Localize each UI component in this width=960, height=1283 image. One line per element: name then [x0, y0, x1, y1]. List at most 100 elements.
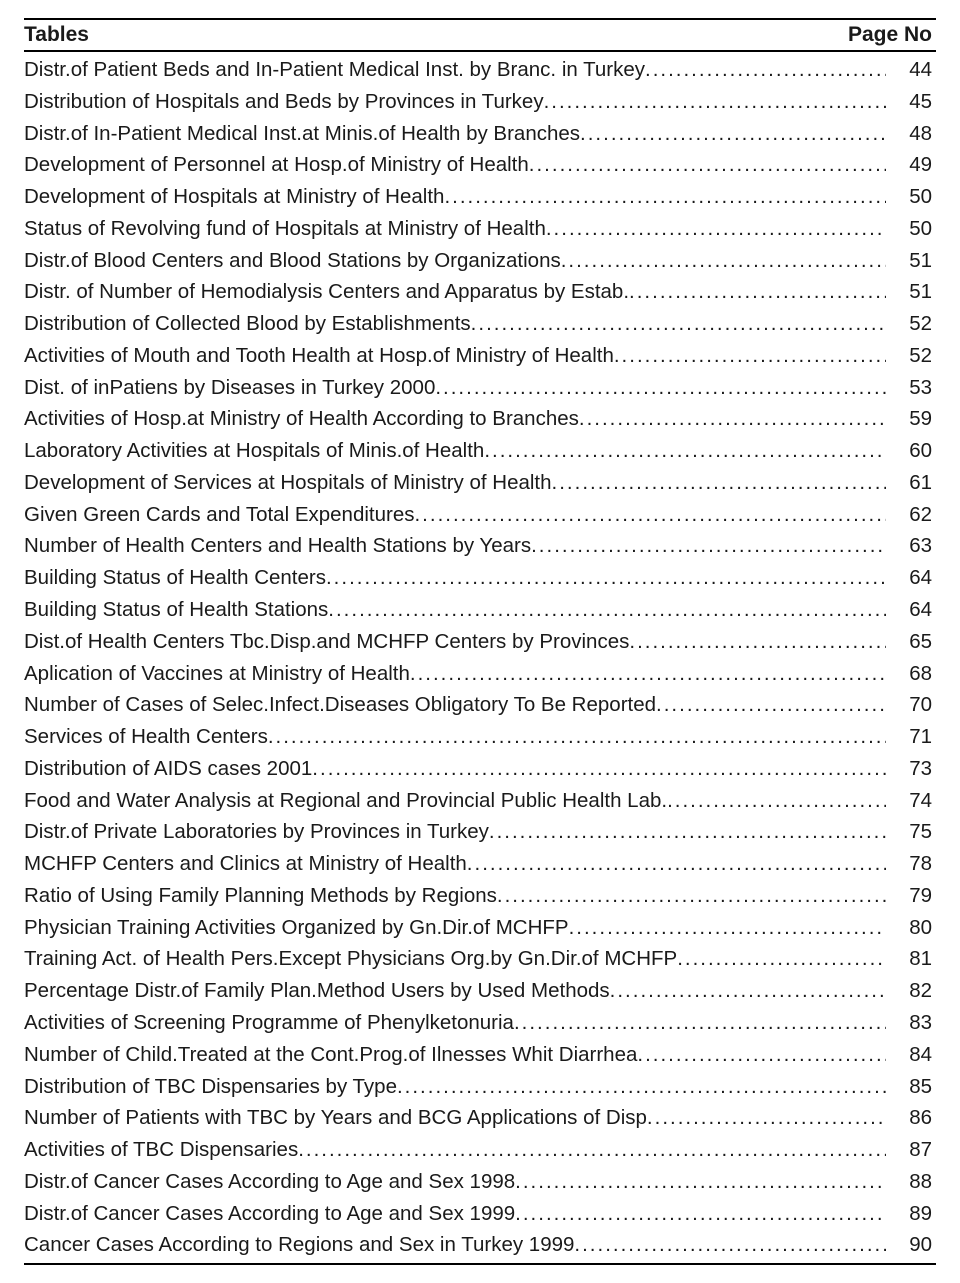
toc-entry-page: 50: [886, 181, 936, 213]
toc-leader-dots: [561, 245, 886, 277]
toc-leader-dots: [546, 213, 886, 245]
toc-row: Activities of Hosp.at Ministry of Health…: [24, 403, 936, 435]
toc-entry-title: Dist. of inPatiens by Diseases in Turkey…: [24, 372, 435, 404]
toc-entry-page: 52: [886, 308, 936, 340]
toc-entry-page: 84: [886, 1039, 936, 1071]
toc-entry-title: Development of Hospitals at Ministry of …: [24, 181, 444, 213]
toc-row: Distr.of Cancer Cases According to Age a…: [24, 1166, 936, 1198]
toc-leader-dots: [514, 1007, 886, 1039]
toc-leader-dots: [410, 658, 886, 690]
toc-row: Building Status of Health Stations 64: [24, 594, 936, 626]
toc-leader-dots: [467, 848, 886, 880]
toc-entry-title: Training Act. of Health Pers.Except Phys…: [24, 943, 677, 975]
toc-leader-dots: [471, 308, 886, 340]
toc-row: Dist.of Health Centers Tbc.Disp.and MCHF…: [24, 626, 936, 658]
toc-entry-title: Distr.of Blood Centers and Blood Station…: [24, 245, 561, 277]
toc-row: Number of Child.Treated at the Cont.Prog…: [24, 1039, 936, 1071]
toc-entry-page: 75: [886, 816, 936, 848]
toc-leader-dots: [574, 1229, 886, 1261]
toc-entry-title: Dist.of Health Centers Tbc.Disp.and MCHF…: [24, 626, 629, 658]
toc-entry-title: Food and Water Analysis at Regional and …: [24, 785, 667, 817]
toc-leader-dots: [328, 594, 886, 626]
toc-entry-title: Distr.of In-Patient Medical Inst.at Mini…: [24, 118, 580, 150]
toc-entry-page: 89: [886, 1198, 936, 1230]
toc-leader-dots: [298, 1134, 886, 1166]
toc-leader-dots: [614, 340, 886, 372]
toc-entry-page: 78: [886, 848, 936, 880]
toc-leader-dots: [489, 816, 886, 848]
toc-entry-page: 53: [886, 372, 936, 404]
toc-row: Distr.of Blood Centers and Blood Station…: [24, 245, 936, 277]
toc-entry-page: 74: [886, 785, 936, 817]
toc-leader-dots: [312, 753, 886, 785]
toc-entry-page: 90: [886, 1229, 936, 1261]
toc-entry-title: Development of Services at Hospitals of …: [24, 467, 552, 499]
toc-entry-title: Distr. of Number of Hemodialysis Centers…: [24, 276, 629, 308]
toc-entry-page: 86: [886, 1102, 936, 1134]
toc-entry-title: Distribution of TBC Dispensaries by Type: [24, 1071, 397, 1103]
toc-leader-dots: [544, 86, 886, 118]
toc-row: MCHFP Centers and Clinics at Ministry of…: [24, 848, 936, 880]
toc-leader-dots: [515, 1166, 886, 1198]
toc-entry-title: Distr.of Private Laboratories by Provinc…: [24, 816, 489, 848]
toc-row: Aplication of Vaccines at Ministry of He…: [24, 658, 936, 690]
toc-entry-page: 63: [886, 530, 936, 562]
toc-leader-dots: [677, 943, 886, 975]
toc-leader-dots: [435, 372, 886, 404]
toc-leader-dots: [569, 912, 886, 944]
toc-row: Distr.of Patient Beds and In-Patient Med…: [24, 54, 936, 86]
toc-leader-dots: [268, 721, 886, 753]
toc-entry-title: Building Status of Health Stations: [24, 594, 328, 626]
toc-leader-dots: [531, 530, 886, 562]
toc-entry-title: Percentage Distr.of Family Plan.Method U…: [24, 975, 610, 1007]
toc-entry-title: Building Status of Health Centers: [24, 562, 326, 594]
toc-leader-dots: [515, 1198, 886, 1230]
toc-row: Number of Patients with TBC by Years and…: [24, 1102, 936, 1134]
toc-row: Services of Health Centers71: [24, 721, 936, 753]
toc-row: Given Green Cards and Total Expenditures…: [24, 499, 936, 531]
toc-entry-title: Number of Health Centers and Health Stat…: [24, 530, 531, 562]
toc-entry-title: Activities of Screening Programme of Phe…: [24, 1007, 514, 1039]
toc-entry-title: Distr.of Cancer Cases According to Age a…: [24, 1198, 515, 1230]
toc-row: Distribution of Hospitals and Beds by Pr…: [24, 86, 936, 118]
toc-entry-page: 79: [886, 880, 936, 912]
toc-leader-dots: [637, 1039, 886, 1071]
toc-leader-dots: [529, 149, 886, 181]
toc-entry-title: Cancer Cases According to Regions and Se…: [24, 1229, 574, 1261]
toc-row: Development of Personnel at Hosp.of Mini…: [24, 149, 936, 181]
toc-entry-page: 45: [886, 86, 936, 118]
toc-leader-dots: [497, 880, 886, 912]
toc-entry-page: 85: [886, 1071, 936, 1103]
toc-entry-page: 82: [886, 975, 936, 1007]
toc-row: Distr. of Number of Hemodialysis Centers…: [24, 276, 936, 308]
toc-row: Distribution of TBC Dispensaries by Type…: [24, 1071, 936, 1103]
toc-row: Activities of Mouth and Tooth Health at …: [24, 340, 936, 372]
toc-row: Distribution of Collected Blood by Estab…: [24, 308, 936, 340]
toc-row: Ratio of Using Family Planning Methods b…: [24, 880, 936, 912]
toc-leader-dots: [414, 499, 886, 531]
toc-row: Number of Cases of Selec.Infect.Diseases…: [24, 689, 936, 721]
toc-leader-dots: [645, 54, 886, 86]
toc-entry-title: Distribution of AIDS cases 2001: [24, 753, 312, 785]
toc-entry-page: 51: [886, 245, 936, 277]
toc-entry-title: Activities of Mouth and Tooth Health at …: [24, 340, 614, 372]
toc-row: Status of Revolving fund of Hospitals at…: [24, 213, 936, 245]
toc-row: Physician Training Activities Organized …: [24, 912, 936, 944]
toc-entry-page: 88: [886, 1166, 936, 1198]
toc-entry-title: Physician Training Activities Organized …: [24, 912, 569, 944]
toc-row: Distr.of In-Patient Medical Inst.at Mini…: [24, 118, 936, 150]
toc-entry-page: 50: [886, 213, 936, 245]
toc-leader-dots: [484, 435, 886, 467]
toc-entry-page: 70: [886, 689, 936, 721]
toc-leader-dots: [629, 626, 886, 658]
toc-entry-page: 68: [886, 658, 936, 690]
toc-row: Distr.of Cancer Cases According to Age a…: [24, 1198, 936, 1230]
toc-body: Distr.of Patient Beds and In-Patient Med…: [24, 52, 936, 1265]
toc-row: Building Status of Health Centers64: [24, 562, 936, 594]
toc-row: Activities of Screening Programme of Phe…: [24, 1007, 936, 1039]
toc-entry-title: Services of Health Centers: [24, 721, 268, 753]
toc-entry-page: 65: [886, 626, 936, 658]
tables-list: Tables Page No Distr.of Patient Beds and…: [24, 18, 936, 1265]
toc-entry-page: 48: [886, 118, 936, 150]
toc-entry-page: 64: [886, 594, 936, 626]
